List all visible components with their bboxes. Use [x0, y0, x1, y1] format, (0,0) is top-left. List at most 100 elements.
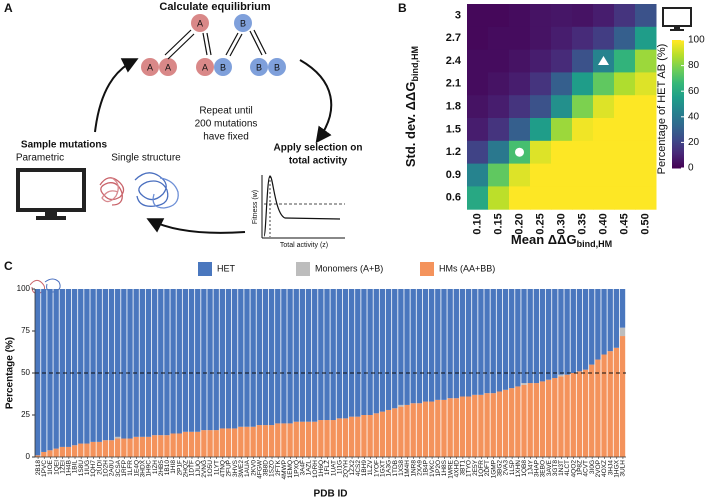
bar-segment — [472, 289, 478, 395]
bar-segment — [601, 354, 607, 457]
bar-segment — [465, 396, 472, 457]
sample-option: Parametric — [16, 153, 64, 164]
node — [250, 58, 268, 76]
repeat-text: have fixed — [203, 132, 249, 143]
bar-segment — [158, 289, 164, 436]
bar-segment — [158, 435, 164, 457]
bar-segment — [416, 289, 423, 404]
bar-segment — [232, 428, 238, 457]
bar-segment — [121, 438, 127, 457]
bar-segment — [65, 289, 72, 447]
bar-segment — [490, 289, 496, 394]
legend-swatch — [420, 262, 434, 276]
bar-segment — [127, 289, 133, 439]
bar-segment — [182, 289, 189, 432]
x-tick-label: 3A4F — [300, 460, 307, 476]
bar-segment — [318, 420, 324, 457]
bar-segment — [213, 430, 219, 457]
colorbar-slice — [672, 126, 684, 129]
colorbar-slice — [672, 60, 684, 63]
x-tick-label: 4OXZ — [601, 460, 608, 477]
bar-segment — [521, 384, 527, 457]
heat-cell — [530, 49, 552, 73]
colorbar-slice — [672, 58, 684, 61]
x-tick-label: 2KV0 — [250, 460, 257, 476]
monitor-icon — [662, 7, 692, 31]
y-tick-label: 50 — [21, 368, 30, 377]
heat-cell — [488, 49, 510, 73]
heat-cell — [551, 118, 573, 142]
bar-segment — [410, 403, 416, 457]
colorbar-title: Percentage of HET AB (%) — [656, 44, 668, 175]
heat-cell — [593, 163, 615, 187]
bar-segment — [484, 289, 490, 394]
heat-cell — [635, 118, 657, 142]
node — [234, 14, 252, 32]
heat-cell — [551, 95, 573, 119]
heatmap: 3 2.7 2.4 2.1 1.8 1.5 1.2 0.9 0.6 0.10 0.15 0.20 0.2… — [403, 4, 705, 249]
bar-segment — [299, 289, 306, 422]
bar-segment — [570, 289, 576, 373]
bar-segment — [275, 423, 281, 457]
axis-title-text: Mean ΔΔG — [511, 232, 577, 247]
x-tick-label: 3HJ4 — [607, 460, 614, 476]
heat-cell — [614, 26, 636, 51]
x-tick-label: 0.15 — [492, 213, 504, 234]
bar-segment — [496, 289, 503, 392]
heat-cell — [635, 4, 657, 28]
bar-segment — [108, 289, 115, 441]
colorbar-slice — [672, 146, 684, 149]
heat-cell — [467, 72, 489, 96]
colorbar-slice — [672, 148, 684, 151]
colorbar-slice — [672, 124, 684, 127]
bar-segment — [595, 359, 601, 457]
heat-cell — [488, 118, 510, 142]
heat-cell — [593, 118, 615, 142]
bar-segment — [502, 389, 509, 457]
colorbar-slice — [672, 130, 684, 133]
heat-cell — [614, 95, 636, 119]
x-tick-label: 3AVE — [546, 459, 553, 476]
bar-segment — [619, 336, 626, 457]
x-tick-label: 1IUG — [84, 460, 91, 475]
repeat-text: Repeat until — [199, 106, 252, 117]
colorbar-slice — [672, 154, 684, 157]
node-label: A — [147, 62, 153, 72]
node-label: B — [274, 62, 280, 72]
x-tick-label: 3HAP — [533, 460, 540, 477]
inset-x-label: Total activity (z) — [280, 242, 328, 249]
colorbar-slice — [672, 150, 684, 153]
bar-segment — [170, 433, 176, 457]
colorbar-slice — [672, 106, 684, 109]
x-tick-label: 3BT1 — [460, 460, 467, 476]
bar-segment — [65, 446, 72, 457]
cycle-arrow — [146, 218, 246, 234]
bar-segment — [115, 436, 121, 439]
colorbar-slice — [672, 114, 684, 117]
x-tick-label: 4QO2 — [570, 460, 577, 478]
heat-cell — [614, 72, 636, 96]
x-tick-label: 1QH7 — [90, 460, 97, 477]
heat-cell — [488, 163, 510, 187]
heat-cell — [635, 140, 657, 165]
heat-cell — [572, 95, 594, 119]
bar-segment — [41, 289, 47, 452]
bar-segment — [404, 289, 410, 405]
bar-segment — [348, 289, 355, 417]
colorbar-slice — [672, 138, 684, 141]
colorbar-slice — [672, 100, 684, 103]
x-tick-label: 2B18 — [35, 460, 42, 476]
protein-structure — [99, 172, 179, 209]
colorbar-slice — [672, 136, 684, 139]
x-axis-title: PDB ID — [314, 489, 348, 500]
colorbar-slice — [672, 92, 684, 95]
x-tick-label: 1EMQ — [287, 460, 294, 478]
inset-y-label: Fitness (w) — [252, 190, 259, 224]
bar-segment — [496, 391, 503, 457]
bar-segment — [613, 347, 620, 457]
bar-segment — [47, 450, 53, 457]
bar-segment — [527, 289, 533, 384]
colorbar-slice — [672, 166, 684, 169]
colorbar-tick-label: 20 — [688, 137, 700, 148]
colorbar-slice — [672, 76, 684, 79]
